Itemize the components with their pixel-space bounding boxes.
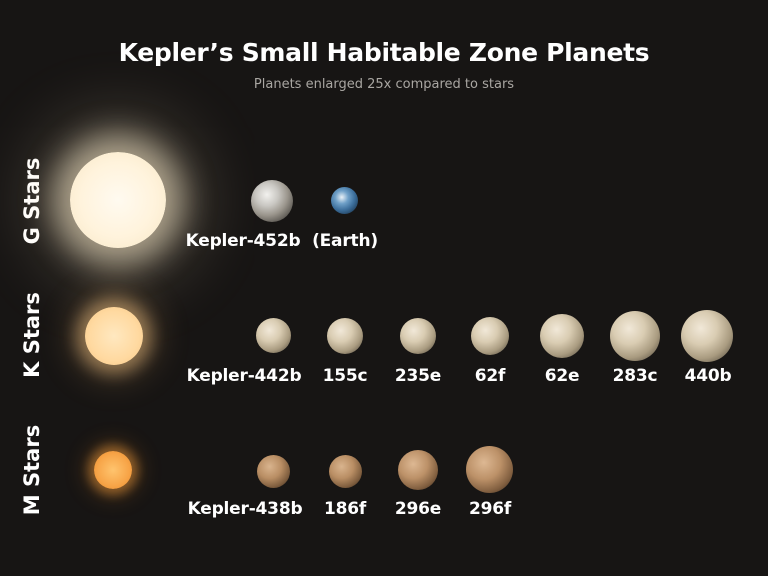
planet-kepler-452b (251, 180, 293, 222)
page-subtitle: Planets enlarged 25x compared to stars (253, 77, 515, 92)
planet-440b (681, 310, 733, 362)
planet-label: 296e (394, 499, 442, 519)
planet-label: 62e (544, 366, 580, 386)
planet-label: Kepler-452b (185, 231, 301, 251)
planet-kepler-438b (257, 455, 290, 488)
planet-label: Kepler-442b (186, 366, 302, 386)
planet-label: 440b (684, 366, 732, 386)
planet-kepler-442b (256, 318, 291, 353)
row-label-g-stars: G Stars (20, 157, 44, 245)
planet-62f (471, 317, 509, 355)
row-label-k-stars: K Stars (20, 292, 44, 378)
planet-earth (331, 187, 358, 214)
page-title: Kepler’s Small Habitable Zone Planets (118, 38, 650, 67)
g-star (70, 152, 166, 248)
planet-186f (329, 455, 362, 488)
k-star (85, 307, 143, 365)
planet-label: Kepler-438b (187, 499, 303, 519)
planet-label: 155c (322, 366, 368, 386)
planet-62e (540, 314, 584, 358)
planet-label: 186f (323, 499, 367, 519)
planet-235e (400, 318, 436, 354)
planet-296e (398, 450, 438, 490)
planet-155c (327, 318, 363, 354)
planet-label: (Earth) (312, 231, 378, 251)
planet-label: 62f (474, 366, 506, 386)
planet-label: 283c (612, 366, 658, 386)
planet-label: 235e (394, 366, 442, 386)
row-label-m-stars: M Stars (20, 424, 44, 516)
planet-296f (466, 446, 513, 493)
planet-283c (610, 311, 660, 361)
planet-label: 296f (468, 499, 512, 519)
m-star (94, 451, 132, 489)
